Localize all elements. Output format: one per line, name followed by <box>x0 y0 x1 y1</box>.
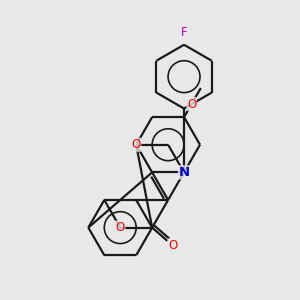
Text: O: O <box>132 138 141 151</box>
Text: O: O <box>187 98 196 110</box>
Text: O: O <box>116 221 125 234</box>
Text: F: F <box>181 26 188 39</box>
Text: O: O <box>168 239 177 252</box>
Text: N: N <box>178 166 190 179</box>
